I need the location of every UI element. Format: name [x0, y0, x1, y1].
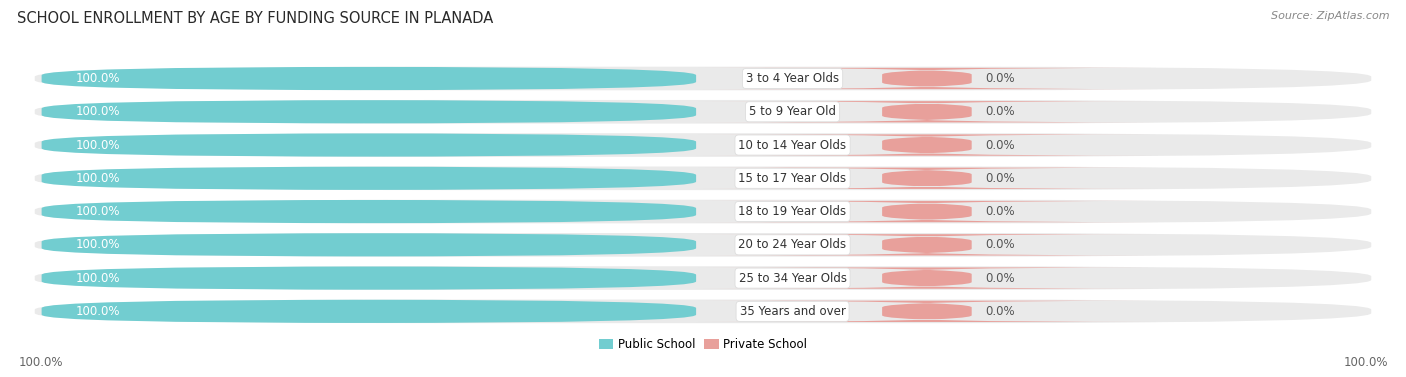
FancyBboxPatch shape: [35, 300, 1371, 323]
FancyBboxPatch shape: [35, 167, 1371, 190]
Legend: Public School, Private School: Public School, Private School: [593, 334, 813, 356]
Text: 100.0%: 100.0%: [1343, 357, 1388, 369]
FancyBboxPatch shape: [35, 233, 1371, 257]
FancyBboxPatch shape: [696, 68, 1157, 89]
Text: 0.0%: 0.0%: [986, 205, 1015, 218]
Text: 100.0%: 100.0%: [76, 305, 121, 318]
Text: 100.0%: 100.0%: [76, 271, 121, 285]
Text: 18 to 19 Year Olds: 18 to 19 Year Olds: [738, 205, 846, 218]
Text: 0.0%: 0.0%: [986, 238, 1015, 251]
Text: 0.0%: 0.0%: [986, 172, 1015, 185]
FancyBboxPatch shape: [42, 267, 696, 290]
FancyBboxPatch shape: [35, 266, 1371, 290]
Text: 100.0%: 100.0%: [76, 105, 121, 118]
Text: 100.0%: 100.0%: [76, 238, 121, 251]
FancyBboxPatch shape: [42, 100, 696, 123]
FancyBboxPatch shape: [696, 101, 1157, 123]
Text: 100.0%: 100.0%: [76, 205, 121, 218]
FancyBboxPatch shape: [696, 168, 1157, 189]
FancyBboxPatch shape: [35, 100, 1371, 124]
Text: 0.0%: 0.0%: [986, 271, 1015, 285]
Text: 0.0%: 0.0%: [986, 105, 1015, 118]
Text: 25 to 34 Year Olds: 25 to 34 Year Olds: [738, 271, 846, 285]
Text: 10 to 14 Year Olds: 10 to 14 Year Olds: [738, 138, 846, 152]
FancyBboxPatch shape: [35, 67, 1371, 90]
Text: 3 to 4 Year Olds: 3 to 4 Year Olds: [747, 72, 839, 85]
FancyBboxPatch shape: [696, 201, 1157, 222]
FancyBboxPatch shape: [35, 133, 1371, 157]
FancyBboxPatch shape: [35, 200, 1371, 223]
FancyBboxPatch shape: [696, 234, 1157, 256]
Text: 5 to 9 Year Old: 5 to 9 Year Old: [749, 105, 837, 118]
FancyBboxPatch shape: [42, 200, 696, 223]
Text: 100.0%: 100.0%: [76, 72, 121, 85]
FancyBboxPatch shape: [42, 167, 696, 190]
Text: 20 to 24 Year Olds: 20 to 24 Year Olds: [738, 238, 846, 251]
FancyBboxPatch shape: [696, 301, 1157, 322]
FancyBboxPatch shape: [696, 267, 1157, 289]
FancyBboxPatch shape: [42, 133, 696, 157]
Text: SCHOOL ENROLLMENT BY AGE BY FUNDING SOURCE IN PLANADA: SCHOOL ENROLLMENT BY AGE BY FUNDING SOUR…: [17, 11, 494, 26]
Text: 100.0%: 100.0%: [76, 172, 121, 185]
Text: 100.0%: 100.0%: [18, 357, 63, 369]
Text: 100.0%: 100.0%: [76, 138, 121, 152]
FancyBboxPatch shape: [42, 67, 696, 90]
Text: 0.0%: 0.0%: [986, 138, 1015, 152]
Text: 35 Years and over: 35 Years and over: [740, 305, 845, 318]
Text: Source: ZipAtlas.com: Source: ZipAtlas.com: [1271, 11, 1389, 21]
FancyBboxPatch shape: [42, 300, 696, 323]
FancyBboxPatch shape: [42, 233, 696, 256]
Text: 15 to 17 Year Olds: 15 to 17 Year Olds: [738, 172, 846, 185]
FancyBboxPatch shape: [696, 134, 1157, 156]
Text: 0.0%: 0.0%: [986, 305, 1015, 318]
Text: 0.0%: 0.0%: [986, 72, 1015, 85]
